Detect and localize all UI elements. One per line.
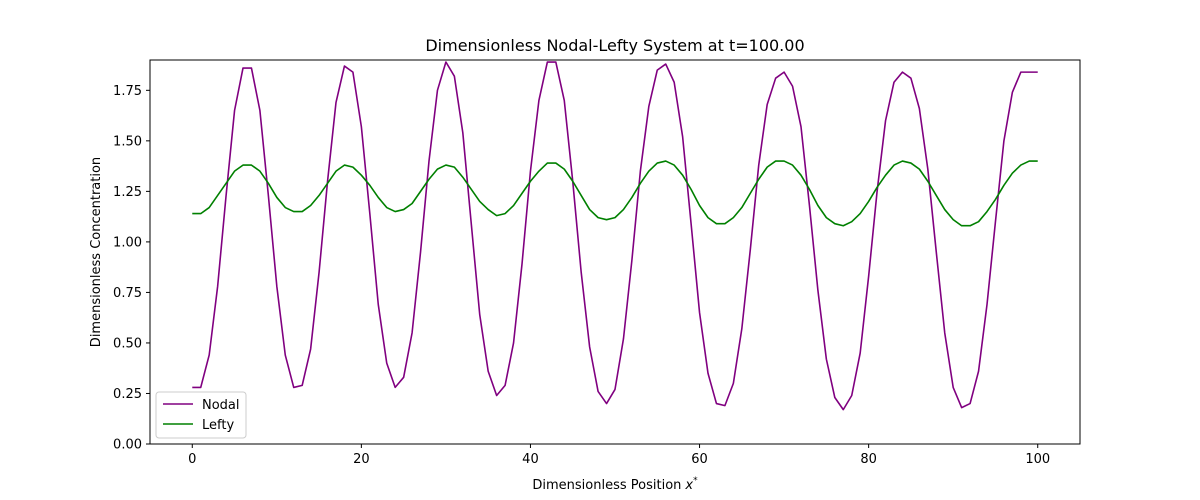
y-tick-label: 1.25 <box>113 185 142 200</box>
x-tick-label: 0 <box>188 452 196 467</box>
x-axis: 0 20 40 60 80 100 <box>188 444 1050 467</box>
series-line-nodal <box>192 61 1038 411</box>
series-line-lefty <box>192 160 1038 227</box>
y-tick-label: 0.00 <box>113 438 142 453</box>
y-tick-label: 0.25 <box>113 387 142 402</box>
y-tick-label: 0.75 <box>113 286 142 301</box>
y-tick-label: 1.50 <box>113 134 142 149</box>
y-tick-label: 1.00 <box>113 235 142 250</box>
x-tick-label: 100 <box>1025 452 1050 467</box>
y-axis: 0.00 0.25 0.50 0.75 1.00 1.25 1.50 1.75 <box>113 84 150 453</box>
y-tick-label: 1.75 <box>113 84 142 99</box>
chart-title: Dimensionless Nodal-Lefty System at t=10… <box>425 36 804 55</box>
legend-label-nodal: Nodal <box>202 398 240 413</box>
plot-area <box>192 61 1038 411</box>
x-axis-label-sup: * <box>693 476 698 486</box>
x-tick-label: 80 <box>860 452 877 467</box>
legend-label-lefty: Lefty <box>202 418 234 433</box>
plot-frame <box>149 59 1081 445</box>
x-axis-label-var: x <box>684 478 693 493</box>
x-tick-label: 20 <box>353 452 370 467</box>
x-axis-label-text: Dimensionless Position <box>532 478 681 493</box>
x-tick-label: 40 <box>522 452 539 467</box>
y-tick-label: 0.50 <box>113 336 142 351</box>
x-axis-label: Dimensionless Position x* <box>532 476 698 493</box>
legend: Nodal Lefty <box>155 391 247 439</box>
x-tick-label: 60 <box>691 452 708 467</box>
y-axis-label: Dimensionless Concentration <box>89 157 104 347</box>
